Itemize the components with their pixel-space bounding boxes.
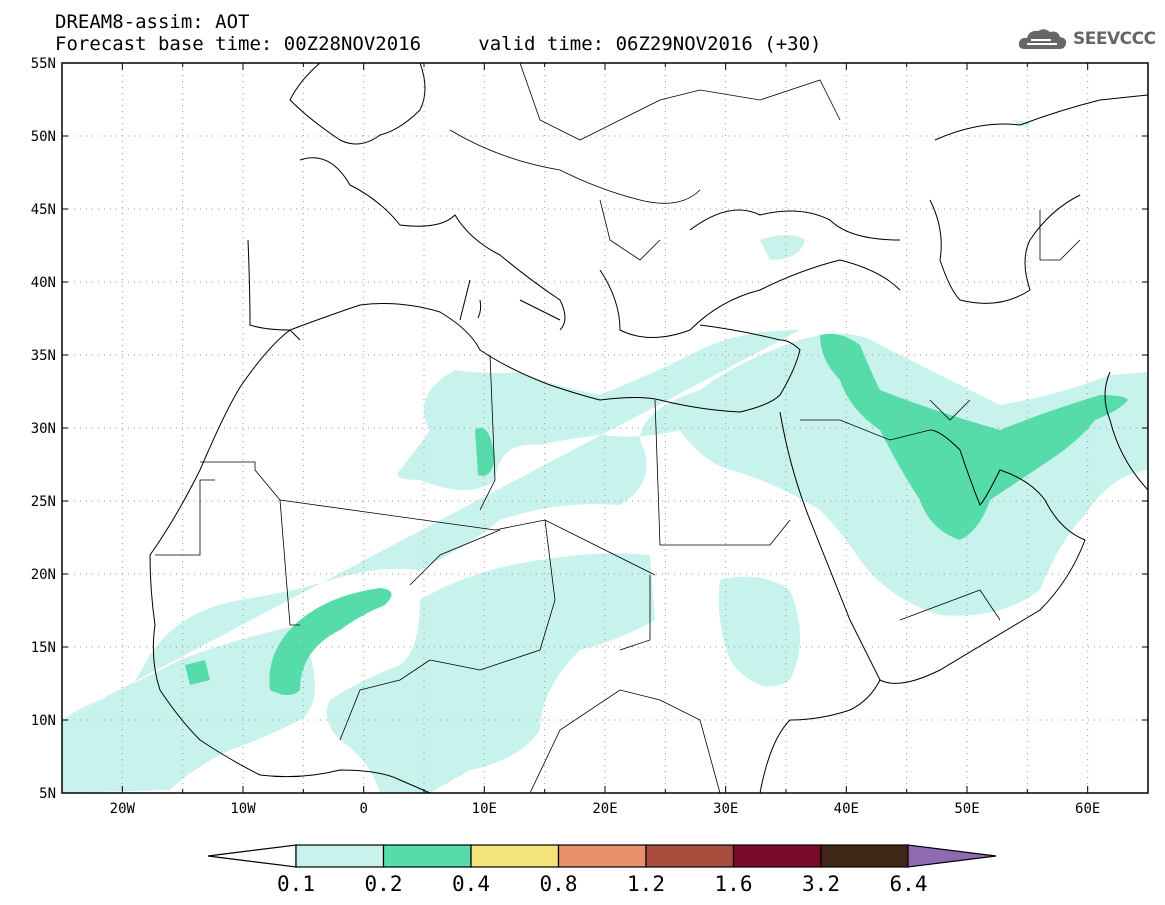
lon-label: 50E bbox=[954, 801, 979, 817]
base-time: 00Z28NOV2016 bbox=[283, 33, 422, 55]
lon-label: 20W bbox=[110, 801, 136, 817]
base-time-label: Forecast base time: bbox=[55, 33, 273, 55]
colorbar-label: 0.2 bbox=[364, 872, 403, 896]
cloud-logo-icon bbox=[1018, 29, 1067, 49]
colorbar-segment bbox=[470, 844, 560, 868]
lat-label: 30N bbox=[31, 421, 56, 437]
seevccc-logo: SEEVCCC bbox=[1017, 24, 1156, 54]
colorbar-label: 0.1 bbox=[277, 872, 315, 896]
lat-label: 40N bbox=[31, 275, 56, 291]
lat-label: 10N bbox=[31, 713, 56, 729]
coastlines bbox=[149, 63, 1148, 793]
colorbar-segment bbox=[645, 844, 735, 868]
colorbar-low-arrow bbox=[207, 844, 297, 868]
logo-text: SEEVCCC bbox=[1073, 29, 1156, 49]
lon-label: 30E bbox=[713, 801, 738, 817]
lat-label: 45N bbox=[31, 202, 56, 218]
colorbar bbox=[207, 844, 997, 868]
lon-label: 10W bbox=[230, 801, 256, 817]
map-title: DREAM8-assim: AOT bbox=[55, 11, 250, 33]
lon-label: 10E bbox=[472, 801, 497, 817]
colorbar-segment bbox=[820, 844, 910, 868]
colorbar-label: 0.4 bbox=[452, 872, 490, 896]
country-borders bbox=[155, 63, 1081, 793]
colorbar-segment bbox=[557, 844, 647, 868]
valid-time-label: valid time: bbox=[478, 33, 605, 55]
colorbar-label: 3.2 bbox=[802, 872, 840, 896]
colorbar-label: 6.4 bbox=[889, 872, 928, 896]
colorbar-segment bbox=[732, 844, 822, 868]
lat-label: 5N bbox=[39, 786, 56, 802]
colorbar-segment bbox=[295, 844, 385, 868]
colorbar-segments bbox=[295, 844, 910, 868]
latitude-labels: 5N 10N 15N 20N 25N 30N 35N 40N 45N 50N 55N bbox=[31, 56, 56, 802]
axis-ticks bbox=[62, 63, 1148, 793]
longitude-labels: 20W 10W 0 10E 20E 30E 40E 50E 60E bbox=[110, 801, 1101, 817]
valid-time: 06Z29NOV2016 (+30) bbox=[615, 33, 822, 55]
colorbar-segment bbox=[382, 844, 472, 868]
lon-label: 0 bbox=[359, 801, 367, 817]
graticule bbox=[62, 63, 1148, 793]
lat-label: 55N bbox=[31, 56, 56, 72]
lon-label: 40E bbox=[834, 801, 859, 817]
lon-label: 60E bbox=[1075, 801, 1100, 817]
aot-level-0.2 bbox=[185, 333, 1128, 695]
lat-label: 15N bbox=[31, 640, 56, 656]
lat-label: 50N bbox=[31, 129, 56, 145]
colorbar-high-arrow bbox=[907, 844, 997, 868]
lat-label: 20N bbox=[31, 567, 56, 583]
colorbar-label: 1.2 bbox=[627, 872, 665, 896]
colorbar-label: 0.8 bbox=[539, 872, 578, 896]
forecast-times: Forecast base time: 00Z28NOV2016 valid t… bbox=[55, 34, 821, 55]
lon-label: 20E bbox=[592, 801, 617, 817]
lat-label: 35N bbox=[31, 348, 56, 364]
lat-label: 25N bbox=[31, 494, 56, 510]
colorbar-label: 1.6 bbox=[714, 872, 753, 896]
aot-field bbox=[62, 120, 1148, 793]
